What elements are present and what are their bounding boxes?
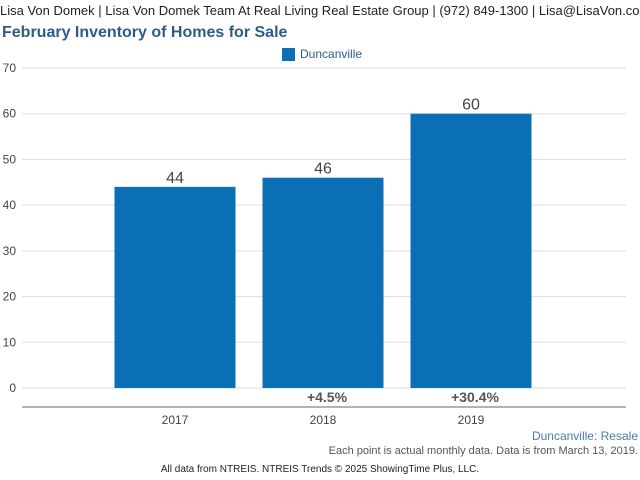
chart-legend[interactable]: Duncanville bbox=[282, 46, 362, 62]
y-tick-label: 60 bbox=[3, 107, 17, 121]
data-label: 60 bbox=[462, 97, 480, 114]
chart-title: February Inventory of Homes for Sale bbox=[2, 24, 288, 41]
x-tick-label: 2019 bbox=[458, 413, 485, 427]
bar-2018[interactable] bbox=[262, 177, 384, 388]
bar-2019[interactable] bbox=[410, 113, 532, 388]
data-label: 46 bbox=[314, 161, 332, 178]
y-tick-label: 70 bbox=[3, 61, 17, 75]
legend-label: Duncanville bbox=[300, 47, 363, 61]
series-caption: Duncanville: Resale bbox=[531, 429, 638, 443]
contact-header: Lisa Von Domek | Lisa Von Domek Team At … bbox=[0, 0, 640, 22]
y-tick-label: 40 bbox=[3, 198, 17, 212]
source-credit: All data from NTREIS. NTREIS Trends © 20… bbox=[160, 464, 480, 475]
y-tick-label: 50 bbox=[3, 152, 17, 166]
y-tick-label: 20 bbox=[3, 290, 17, 304]
data-label: 44 bbox=[166, 170, 184, 187]
change-label: +30.4% bbox=[451, 389, 499, 405]
y-tick-label: 30 bbox=[3, 244, 17, 258]
legend-swatch bbox=[282, 47, 295, 61]
change-label: +4.5% bbox=[307, 389, 348, 405]
y-tick-label: 10 bbox=[3, 335, 17, 349]
x-tick-label: 2017 bbox=[162, 413, 189, 427]
y-tick-label: 0 bbox=[9, 381, 16, 395]
x-tick-label: 2018 bbox=[310, 413, 337, 427]
bar-2017[interactable] bbox=[114, 186, 236, 388]
data-note: Each point is actual monthly data. Data … bbox=[328, 445, 638, 457]
